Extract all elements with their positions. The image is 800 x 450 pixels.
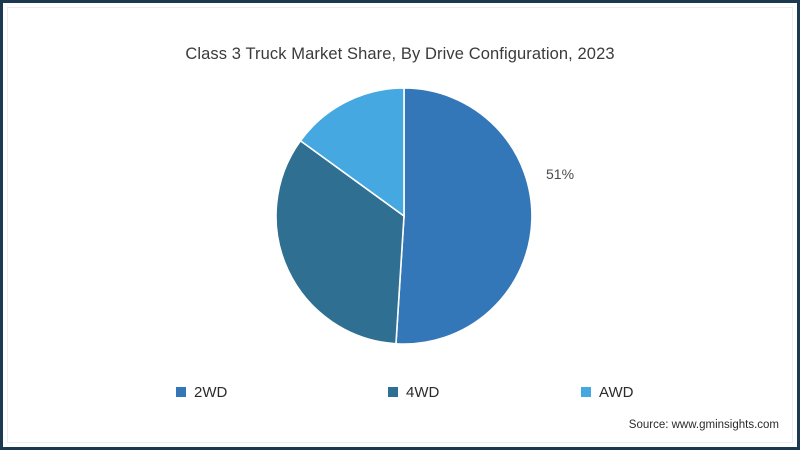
legend-swatch-4wd-icon — [388, 387, 398, 397]
legend-item-4wd[interactable]: 4WD — [388, 381, 439, 403]
pie-slice-group — [275, 87, 533, 345]
pie-slice-awd[interactable] — [299, 87, 405, 218]
source-note: Source: www.gminsights.com — [628, 419, 779, 431]
legend-swatch-2wd-icon — [176, 387, 186, 397]
chart-legend: 2WD 4WD AWD — [3, 381, 797, 403]
pie-slice-2wd[interactable] — [395, 87, 533, 345]
chart-title: Class 3 Truck Market Share, By Drive Con… — [185, 45, 615, 63]
legend-item-awd[interactable]: AWD — [581, 381, 633, 403]
pie-chart-svg — [275, 87, 533, 345]
legend-label-4wd: 4WD — [406, 383, 440, 401]
pie-data-label-2wd: 51% — [546, 166, 575, 182]
legend-label-2wd: 2WD — [194, 383, 228, 401]
pie-slice-4wd[interactable] — [275, 139, 405, 345]
legend-label-awd: AWD — [599, 383, 634, 401]
pie-chart: 51% — [3, 3, 797, 447]
legend-swatch-awd-icon — [581, 387, 591, 397]
legend-item-2wd[interactable]: 2WD — [176, 381, 227, 403]
